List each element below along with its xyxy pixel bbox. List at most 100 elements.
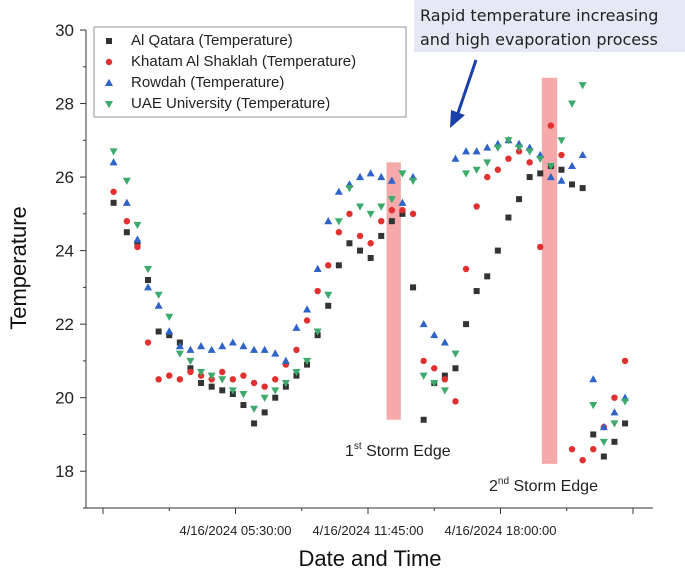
rowdah-point — [324, 217, 333, 225]
rowdah-point — [610, 408, 619, 416]
al-qatara-point — [378, 232, 385, 239]
rowdah-point — [144, 283, 153, 291]
uaeu-point — [409, 177, 418, 185]
legend-marker-uaeu — [105, 101, 113, 109]
y-tick-label: 24 — [55, 242, 74, 261]
uaeu-point — [387, 196, 396, 204]
uaeu-point — [536, 155, 545, 163]
al-qatara-point — [272, 394, 279, 401]
data-points — [109, 82, 630, 464]
uaeu-point — [366, 210, 375, 219]
khatam-point — [144, 339, 152, 346]
uaeu-point — [313, 328, 322, 336]
uaeu-point — [165, 313, 174, 321]
al-qatara-point — [187, 365, 194, 372]
storm1-annotation: 1st Storm Edge — [345, 441, 451, 460]
uaeu-point — [197, 368, 206, 377]
rowdah-point — [366, 169, 375, 177]
rowdah-point — [568, 161, 577, 170]
storm2-number: 2 — [489, 478, 498, 495]
al-qatara-point — [410, 284, 417, 291]
x-tick-label: 4/16/2024 18:00:00 — [444, 523, 556, 538]
callout: Rapid temperature increasing and high ev… — [414, 0, 685, 128]
khatam-point — [399, 206, 406, 214]
rowdah-point — [165, 327, 174, 335]
khatam-point — [409, 210, 417, 218]
khatam-point — [229, 376, 237, 383]
legend-label-uaeu: UAE University (Temperature) — [131, 95, 330, 112]
callout-line-1: Rapid temperature increasing — [420, 6, 658, 25]
khatam-point — [431, 365, 438, 372]
al-qatara-point — [155, 328, 162, 335]
uaeu-point — [472, 166, 481, 174]
uaeu-point — [133, 221, 142, 230]
rowdah-point — [197, 342, 206, 350]
khatam-point — [240, 372, 247, 379]
khatam-point — [123, 218, 131, 225]
y-tick-label: 20 — [55, 389, 74, 408]
uaeu-point — [462, 170, 471, 178]
legend-marker-rowdah — [105, 78, 113, 86]
al-qatara-point — [558, 166, 565, 173]
rowdah-point — [260, 345, 269, 353]
y-tick-label: 30 — [55, 21, 74, 40]
uaeu-point — [483, 159, 492, 167]
uaeu-point — [493, 144, 502, 152]
khatam-point — [219, 368, 226, 376]
al-qatara-point — [123, 229, 130, 236]
uaeu-point — [250, 405, 259, 413]
uaeu-point — [398, 170, 407, 178]
khatam-point — [547, 122, 555, 129]
uaeu-point — [154, 291, 163, 299]
uaeu-point — [345, 185, 354, 193]
x-axis-title: Date and Time — [298, 546, 441, 571]
al-qatara-point — [463, 321, 470, 328]
khatam-point — [537, 243, 544, 251]
khatam-point — [272, 376, 279, 383]
khatam-point — [494, 166, 502, 173]
uaeu-point — [430, 379, 439, 388]
khatam-point — [590, 445, 597, 453]
khatam-point — [187, 368, 194, 376]
uaeu-point — [504, 137, 513, 145]
al-qatara-point — [600, 453, 607, 460]
uaeu-point — [218, 376, 227, 384]
uaeu-point — [377, 203, 386, 211]
rowdah-point — [218, 342, 227, 350]
legend-marker-al-qatara — [106, 38, 112, 44]
storm2-annotation: 2nd Storm Edge — [489, 476, 598, 495]
khatam-point — [388, 206, 396, 214]
al-qatara-point — [219, 387, 226, 394]
uaeu-point — [207, 372, 216, 380]
storm1-superscript: st — [354, 441, 362, 452]
khatam-point — [579, 457, 586, 464]
rowdah-point — [546, 172, 555, 181]
rowdah-point — [175, 342, 184, 350]
khatam-point — [356, 232, 364, 240]
rowdah-point — [462, 147, 471, 155]
uaeu-point — [419, 372, 428, 380]
al-qatara-point — [569, 181, 576, 188]
khatam-point — [176, 376, 184, 383]
storm-bands — [386, 77, 558, 464]
rowdah-point — [387, 176, 396, 184]
al-qatara-point — [484, 273, 491, 280]
uaeu-point — [260, 394, 269, 402]
legend-markers — [105, 38, 113, 109]
rowdah-point — [228, 338, 237, 346]
al-qatara-point — [388, 218, 395, 225]
legend: Al Qatara (Temperature) Khatam Al Shakla… — [93, 26, 407, 118]
uaeu-point — [239, 391, 248, 399]
khatam-point — [452, 398, 459, 405]
rowdah-point — [599, 422, 608, 431]
rowdah-point — [250, 345, 259, 353]
al-qatara-point — [208, 383, 215, 390]
al-qatara-point — [357, 247, 364, 254]
y-tick-label: 22 — [55, 315, 74, 334]
rowdah-point — [430, 330, 439, 339]
khatam-point — [568, 445, 576, 453]
al-qatara-point — [473, 288, 480, 295]
al-qatara-point — [622, 420, 629, 427]
rowdah-point — [313, 264, 322, 272]
al-qatara-point — [325, 302, 332, 309]
